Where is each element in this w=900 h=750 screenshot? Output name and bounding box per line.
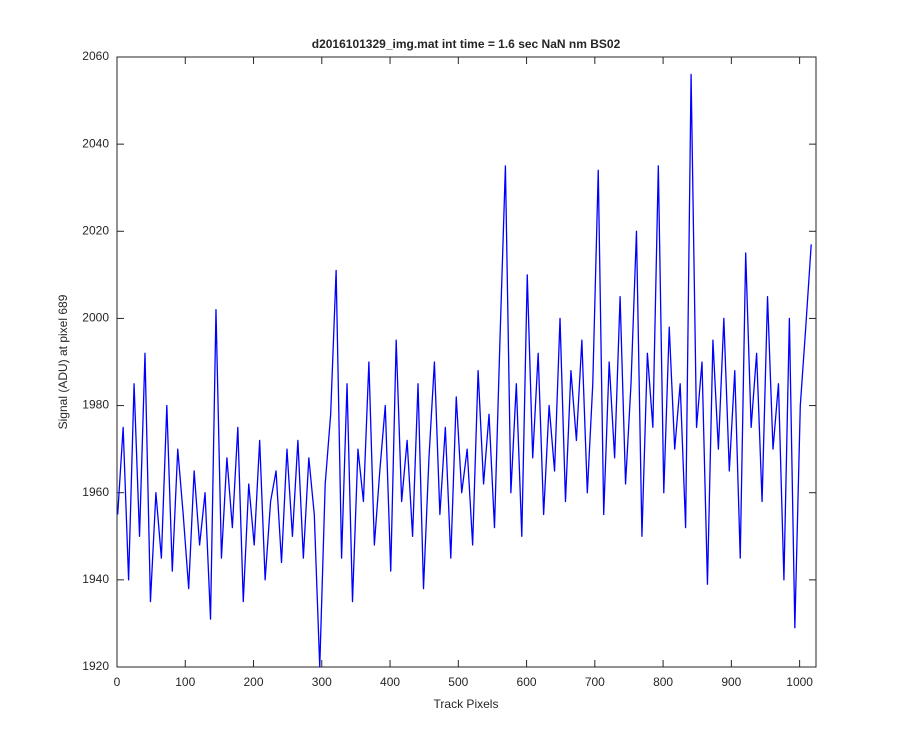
x-tick-label: 700 (585, 675, 605, 689)
y-tick-label: 1920 (82, 659, 109, 673)
data-line (117, 73, 812, 668)
x-tick-label: 600 (517, 675, 537, 689)
axes-box (116, 56, 817, 668)
x-tick-label: 800 (653, 675, 673, 689)
x-tick-label: 400 (380, 675, 400, 689)
y-tick-label: 2020 (82, 223, 109, 237)
x-tick-label: 1000 (786, 675, 813, 689)
y-tick-label: 1980 (82, 398, 109, 412)
y-tick-label: 2000 (82, 311, 109, 325)
y-tick-label: 2060 (82, 49, 109, 63)
x-tick-label: 100 (175, 675, 195, 689)
chart-title: d2016101329_img.mat int time = 1.6 sec N… (312, 37, 621, 51)
y-tick-label: 1960 (82, 485, 109, 499)
x-axis-label: Track Pixels (434, 697, 499, 711)
x-tick-label: 300 (312, 675, 332, 689)
x-tick-label: 0 (114, 675, 121, 689)
x-tick-label: 500 (448, 675, 468, 689)
y-tick-label: 2040 (82, 136, 109, 150)
y-axis-label: Signal (ADU) at pixel 689 (56, 294, 70, 429)
x-tick-label: 200 (244, 675, 264, 689)
x-tick-label: 900 (721, 675, 741, 689)
y-tick-label: 1940 (82, 572, 109, 586)
